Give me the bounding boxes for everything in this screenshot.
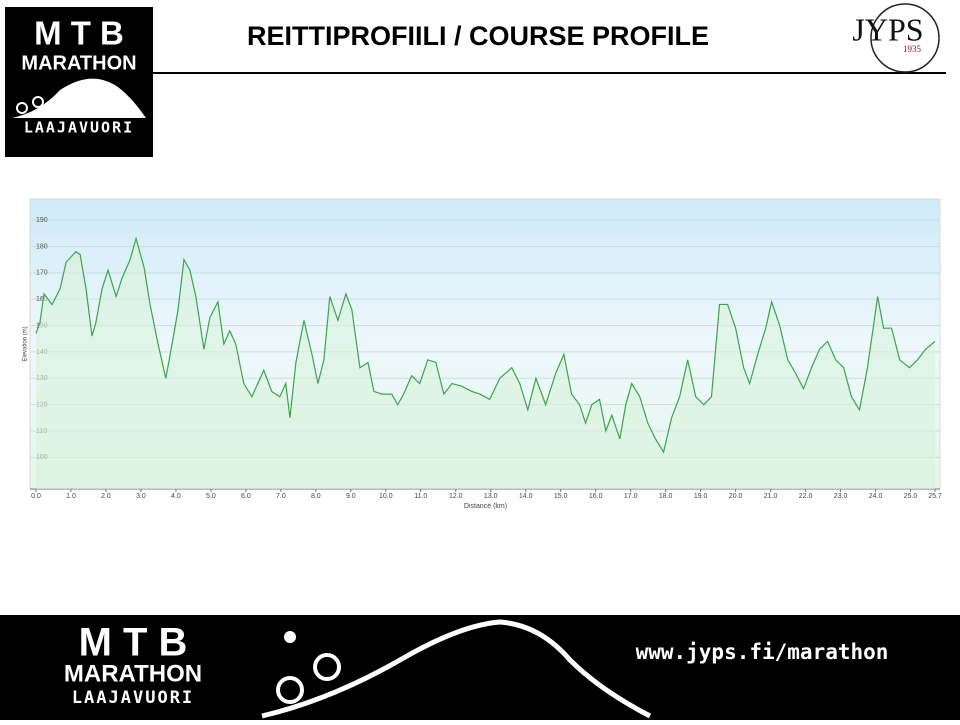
- x-tick-label: 5.0: [206, 493, 216, 500]
- footer-wheel: [276, 676, 304, 704]
- area: [36, 238, 935, 489]
- y-tick-label: 180: [36, 243, 48, 250]
- x-tick-label: 7.0: [276, 493, 286, 500]
- x-tick-label: 13.0: [484, 493, 498, 500]
- chart: 1001101201301401501601701801900.01.02.03…: [23, 198, 942, 510]
- x-tick-label: 19.0: [694, 493, 708, 500]
- x-tick-label: 14.0: [519, 493, 533, 500]
- x-axis-label: Distance (km): [464, 503, 507, 510]
- line: [35, 236, 936, 454]
- x-tick-label: 12.0: [449, 493, 463, 500]
- title: REITTIPROFIILI / COURSE PROFILE: [247, 21, 709, 51]
- y-tick-label: 160: [36, 296, 48, 303]
- logo-marathon: MARATHON: [21, 52, 136, 74]
- x-tick-label: 4.0: [171, 493, 181, 500]
- footer-logo-laajavuori: LAAJAVUORI: [72, 688, 194, 708]
- x-tick-label: 25.7: [928, 493, 942, 500]
- x-tick-label: 6.0: [241, 493, 251, 500]
- brand-ring: [870, 3, 940, 73]
- footer-band: [0, 615, 960, 720]
- x-tick-label: 1.0: [66, 493, 76, 500]
- brand-year: 1935: [903, 44, 922, 54]
- logo-wheel: [16, 102, 28, 114]
- x-tick-label: 24.0: [869, 493, 883, 500]
- footer-logo-marathon: MARATHON: [64, 660, 202, 687]
- logo-mountain: [12, 78, 146, 118]
- logo-mtb: M T B: [34, 15, 124, 52]
- y-axis-label: Elevation (m): [23, 326, 29, 361]
- y-tick-label: 190: [36, 217, 48, 224]
- footer-logo-mtb: M T B: [79, 621, 188, 665]
- logo-wheel: [32, 96, 44, 108]
- x-tick-label: 3.0: [136, 493, 146, 500]
- x-tick-label: 0.0: [31, 493, 41, 500]
- x-tick-label: 16.0: [589, 493, 603, 500]
- x-tick-label: 8.0: [311, 493, 321, 500]
- x-tick-label: 20.0: [729, 493, 743, 500]
- footer-wheel: [313, 653, 341, 681]
- x-tick-label: 18.0: [659, 493, 673, 500]
- brand-name: JYPS: [852, 11, 923, 47]
- footer-rider: [284, 631, 296, 643]
- x-tick-label: 11.0: [414, 493, 427, 500]
- x-tick-label: 23.0: [834, 493, 848, 500]
- x-tick-label: 25.0: [904, 493, 918, 500]
- x-tick-label: 2.0: [101, 493, 111, 500]
- x-tick-label: 22.0: [799, 493, 813, 500]
- x-tick-label: 15.0: [554, 493, 568, 500]
- y-tick-label: 170: [36, 270, 48, 277]
- footer-mountain: [261, 619, 652, 719]
- footer-url: www.jyps.fi/marathon: [636, 640, 889, 664]
- x-tick-label: 17.0: [624, 493, 638, 500]
- x-tick-label: 10.0: [379, 493, 393, 500]
- x-tick-label: 9.0: [346, 493, 356, 500]
- x-tick-label: 21.0: [764, 493, 778, 500]
- logo-laajavuori: LAAJAVUORI: [24, 119, 134, 137]
